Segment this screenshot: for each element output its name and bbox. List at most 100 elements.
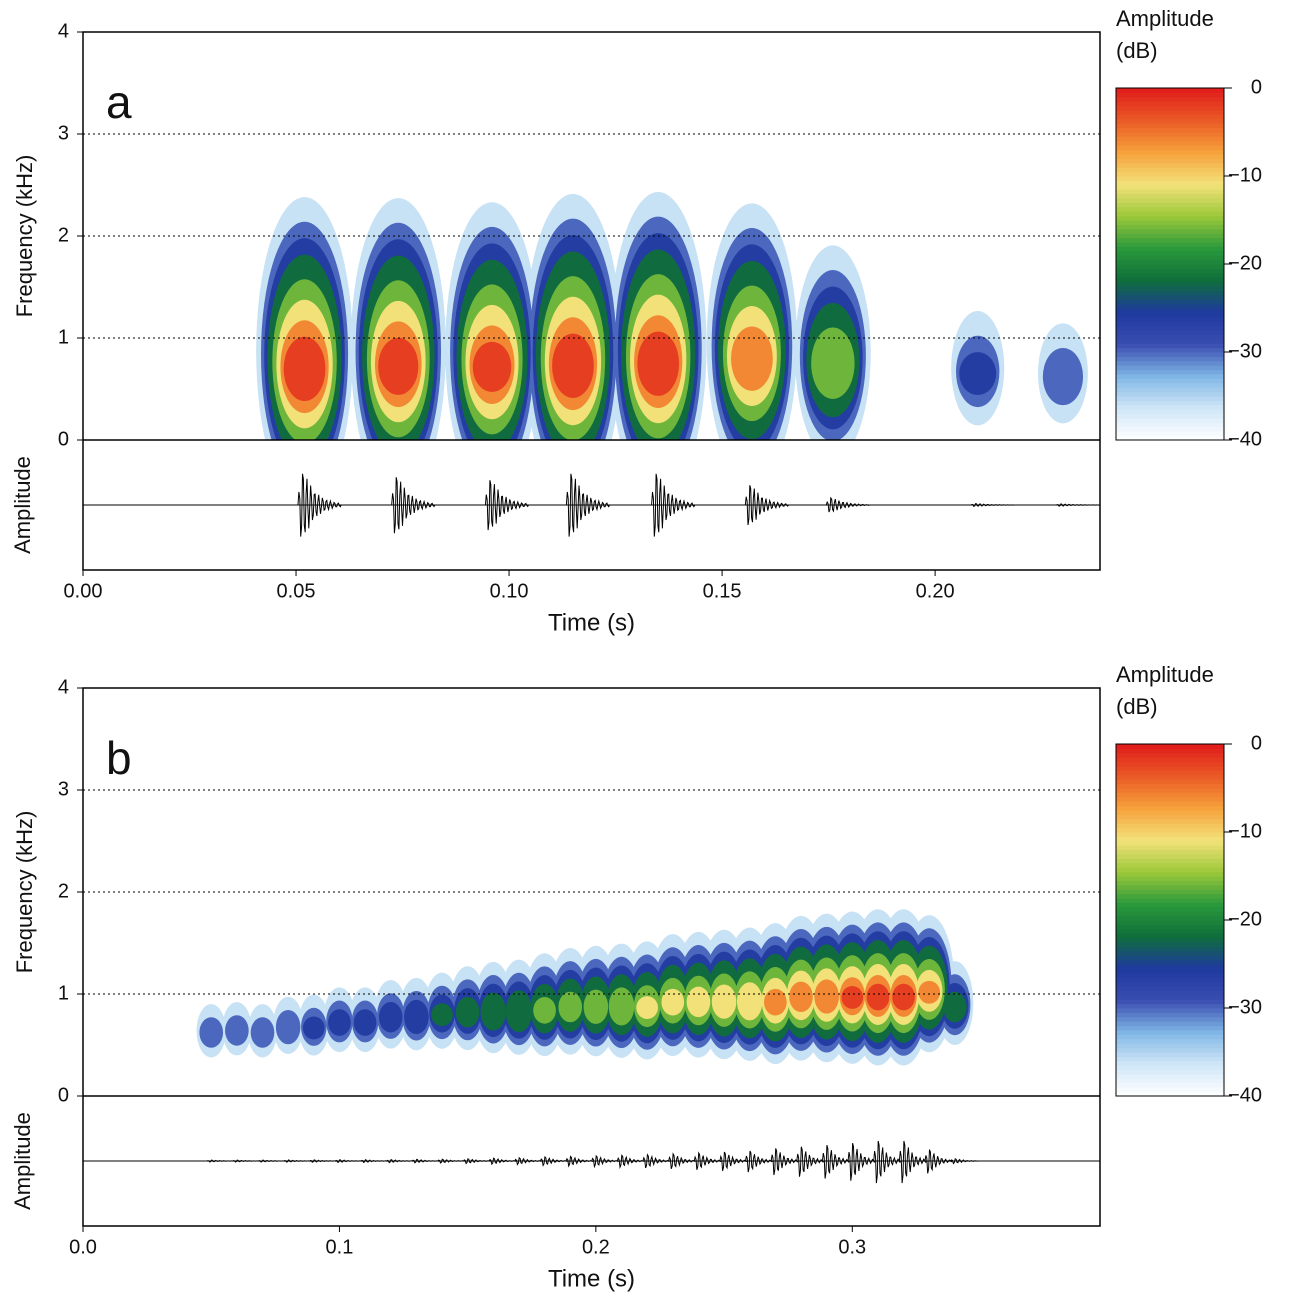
colorbar-swatch (1116, 1078, 1224, 1084)
colorbar-swatch (1116, 325, 1224, 331)
colorbar-title: Amplitude (1116, 6, 1214, 31)
y-tick-label: 3 (58, 122, 69, 144)
colorbar-tick-label: −20 (1228, 908, 1262, 930)
colorbar-swatch (1116, 1060, 1224, 1066)
spectral-energy (814, 979, 839, 1014)
colorbar-swatch (1116, 1034, 1224, 1040)
spectral-energy (1042, 347, 1084, 406)
spectral-energy (558, 991, 583, 1023)
colorbar-swatch (1116, 744, 1224, 749)
colorbar-swatch (1116, 338, 1224, 344)
colorbar-tick-label: −20 (1228, 252, 1262, 274)
colorbar-swatch (1116, 352, 1224, 357)
colorbar-swatch (1116, 215, 1224, 221)
y-tick-label: 1 (58, 326, 69, 348)
colorbar-swatch (1116, 184, 1224, 190)
x-tick-label: 0.1 (326, 1236, 354, 1258)
colorbar-swatch (1116, 409, 1224, 415)
colorbar-swatch (1116, 990, 1224, 996)
spectral-energy (533, 997, 556, 1024)
colorbar-swatch (1116, 972, 1224, 978)
colorbar-swatch (1116, 788, 1224, 793)
colorbar-swatch (1116, 924, 1224, 930)
colorbar-swatch (1116, 347, 1224, 353)
colorbar-swatch (1116, 770, 1224, 776)
colorbar-swatch (1116, 1091, 1224, 1097)
colorbar-swatch (1116, 858, 1224, 864)
colorbar-swatch (1116, 321, 1224, 327)
x-tick-label: 0.15 (703, 580, 742, 602)
colorbar-swatch (1116, 290, 1224, 296)
colorbar-swatch (1116, 250, 1224, 256)
colorbar-swatch (1116, 1003, 1224, 1009)
colorbar-swatch (1116, 277, 1224, 283)
colorbar-swatch (1116, 761, 1224, 767)
colorbar-swatch (1116, 867, 1224, 873)
spectral-energy (608, 987, 635, 1026)
colorbar-swatch (1116, 884, 1224, 890)
plot-frame (82, 687, 1101, 1227)
colorbar-swatch (1116, 255, 1224, 261)
colorbar-swatch (1116, 981, 1224, 987)
colorbar-swatch (1116, 1052, 1224, 1057)
spectral-energy (431, 1003, 453, 1027)
waveform-pulse (258, 1159, 286, 1163)
colorbar-swatch (1116, 387, 1224, 393)
colorbar-swatch (1116, 211, 1224, 217)
colorbar-swatch (1116, 766, 1224, 771)
waveform-pulse (825, 496, 870, 513)
y-tick-label: 1 (58, 982, 69, 1004)
colorbar-swatch (1116, 968, 1224, 974)
waveform-pulse (437, 1158, 465, 1164)
spectral-energy (959, 352, 997, 395)
waveform-pulse (970, 503, 1015, 508)
colorbar-swatch (1116, 303, 1224, 309)
waveform-pulse (796, 1146, 824, 1177)
spectral-energy (866, 983, 890, 1011)
colorbar-swatch (1116, 1021, 1224, 1027)
colorbar-swatch (1116, 792, 1224, 798)
plot-frame (82, 31, 1101, 571)
colorbar-swatch (1116, 88, 1224, 93)
colorbar-swatch (1116, 220, 1224, 225)
colorbar-swatch (1116, 915, 1224, 921)
colorbar-swatch (1116, 286, 1224, 291)
spectral-energy (661, 988, 685, 1016)
colorbar-swatch (1116, 374, 1224, 379)
waveform-pulse (484, 480, 530, 531)
colorbar-swatch (1116, 140, 1224, 146)
colorbar-swatch (1116, 814, 1224, 820)
spectral-energy (789, 981, 813, 1013)
x-tick-label: 0.0 (69, 1236, 97, 1258)
colorbar-swatch (1116, 977, 1224, 983)
waveform-pulse (565, 1155, 594, 1168)
colorbar-swatch (1116, 871, 1224, 877)
colorbar-swatch (1116, 180, 1224, 186)
colorbar-swatch (1116, 898, 1224, 903)
waveform-pulse (668, 1152, 696, 1169)
colorbar-swatch (1116, 413, 1224, 419)
colorbar-swatch (1116, 911, 1224, 917)
y-tick-label: 2 (58, 880, 69, 902)
spectral-energy (764, 988, 787, 1016)
colorbar-swatch (1116, 334, 1224, 340)
colorbar-swatch (1116, 1016, 1224, 1022)
waveform-pulse (821, 1144, 850, 1179)
waveform-pulse (297, 473, 342, 537)
spectral-energy (353, 1009, 377, 1036)
colorbar-swatch (1116, 893, 1224, 899)
colorbar-swatch (1116, 110, 1224, 115)
colorbar-swatch (1116, 132, 1224, 137)
colorbar-swatch (1116, 242, 1224, 247)
y-axis-label: Frequency (kHz) (12, 155, 37, 318)
colorbar-swatch (1116, 123, 1224, 129)
waveform-pulse (693, 1151, 722, 1170)
spectral-energy (275, 1009, 301, 1045)
colorbar-swatch (1116, 101, 1224, 107)
colorbar-swatch (1116, 422, 1224, 428)
waveform-pulse (651, 473, 696, 537)
x-tick-label: 0.3 (838, 1236, 866, 1258)
colorbar-swatch (1116, 801, 1224, 807)
y-axis-label: Frequency (kHz) (12, 811, 37, 974)
colorbar-swatch (1116, 1025, 1224, 1031)
